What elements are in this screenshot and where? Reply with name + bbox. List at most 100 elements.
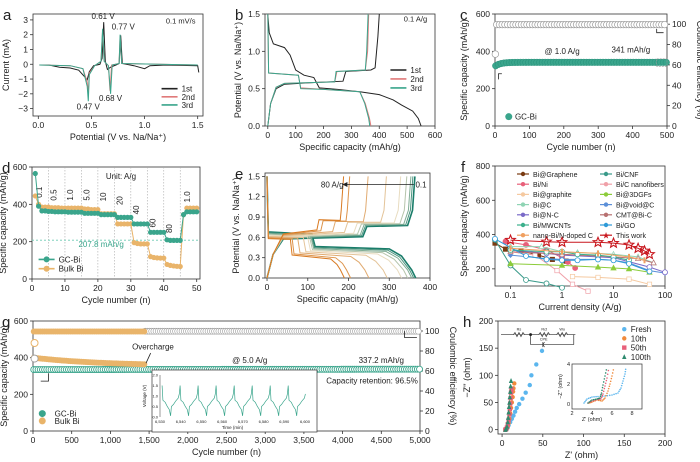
rate-label: 0.1 bbox=[35, 186, 44, 198]
legend-marker bbox=[520, 212, 526, 217]
legend-label: GC-Bi bbox=[59, 255, 81, 264]
circle-marker bbox=[514, 405, 519, 411]
circle-marker bbox=[610, 257, 617, 264]
circle-marker bbox=[534, 362, 539, 367]
rate-label: 10 bbox=[99, 192, 108, 201]
retention-annotation: Capacity retention: 96.5% bbox=[326, 376, 418, 385]
triangle-marker bbox=[506, 404, 512, 410]
y2-tick-label: 100 bbox=[425, 326, 439, 336]
circle-marker bbox=[523, 390, 528, 395]
panel-h: 0 50 100 150 200 0 50 100 150 200 Z' (ohm) −Z'' (oh… bbox=[462, 314, 672, 460]
x-axis-label: Specific capacity (mAh/g) bbox=[297, 294, 399, 304]
legend-label: CMT@Bi-C bbox=[616, 213, 652, 220]
triangle-marker bbox=[505, 415, 511, 420]
y-tick-label: 200 bbox=[476, 84, 490, 94]
inset-point bbox=[604, 397, 606, 399]
panel-d: 0 10 20 30 40 50 0 200 400 600 Cycle number (n) Spe… bbox=[0, 160, 202, 305]
legend-marker bbox=[38, 417, 46, 425]
y-tick-label: 800 bbox=[476, 161, 490, 171]
x-tick-label: 400 bbox=[626, 130, 640, 140]
charge-curve bbox=[266, 176, 408, 279]
x-tick-label: 0 bbox=[265, 130, 270, 140]
x-tick-label: 0 bbox=[265, 282, 270, 292]
circle-marker bbox=[511, 413, 516, 418]
inset-point bbox=[605, 394, 607, 397]
inset-x-tick-label: 6,540 bbox=[176, 419, 187, 424]
gcd-curve bbox=[267, 13, 422, 127]
legend-label: This work bbox=[616, 233, 646, 240]
inset-x-tick-label: 2 bbox=[570, 411, 573, 417]
circle-marker bbox=[520, 396, 525, 401]
triangle-marker bbox=[538, 243, 545, 249]
legend-label: 50th bbox=[631, 344, 647, 353]
literature-line bbox=[572, 276, 650, 285]
bar-marker bbox=[509, 245, 512, 252]
legend-marker bbox=[520, 171, 526, 177]
x-axis-label: Cycle number (n) bbox=[81, 295, 150, 305]
legend-label: Bi/Ni bbox=[533, 182, 548, 189]
rate-marker bbox=[194, 205, 200, 211]
x-tick-label: 300 bbox=[591, 130, 605, 140]
y-tick-label: 0.6 bbox=[248, 232, 260, 242]
legend-label: Bi@Graphene bbox=[533, 172, 578, 179]
y-tick-label: 600 bbox=[14, 316, 28, 326]
y-tick-label: 50 bbox=[484, 397, 494, 407]
overcharge-pointer bbox=[145, 352, 152, 364]
legend-marker bbox=[43, 265, 50, 272]
circle-marker bbox=[512, 381, 517, 386]
cv-curve-2nd bbox=[39, 30, 198, 94]
panel-f: 0.1 1 10 100 200 400 600 800 Current density (A/… bbox=[459, 159, 672, 312]
x-tick-label: 500 bbox=[400, 130, 414, 140]
inset-point bbox=[620, 384, 623, 387]
peak-annotation: 0.61 V bbox=[92, 12, 116, 21]
inset-point bbox=[602, 381, 605, 383]
inset-point bbox=[617, 392, 619, 394]
inset-point bbox=[613, 393, 615, 396]
y-axis-label: Current (mA) bbox=[1, 39, 11, 91]
inset-point bbox=[592, 398, 595, 401]
rate-label: 40 bbox=[132, 205, 141, 214]
rate-label: 20 bbox=[116, 196, 125, 205]
rate-label: 80 bbox=[165, 224, 174, 233]
rate-label: 1.0 bbox=[66, 189, 75, 201]
unit-label: Unit: A/g bbox=[106, 172, 136, 181]
inset-point bbox=[618, 390, 620, 393]
inset-point bbox=[607, 387, 610, 390]
inset-point bbox=[619, 388, 621, 391]
inset-point bbox=[621, 382, 624, 385]
inset-point bbox=[603, 378, 606, 380]
inset-point bbox=[605, 369, 608, 371]
inset-x-tick-label: 8 bbox=[630, 411, 633, 417]
x-tick-label: 600 bbox=[428, 130, 442, 140]
x-tick-label: 100 bbox=[522, 130, 536, 140]
square-marker bbox=[532, 252, 538, 258]
circle-marker bbox=[626, 260, 632, 267]
highlight-box bbox=[656, 58, 668, 67]
star-marker bbox=[607, 236, 620, 249]
inset-point bbox=[606, 394, 609, 397]
y-tick-label: 0.9 bbox=[248, 212, 260, 222]
inset-point bbox=[591, 396, 593, 398]
x-tick-label: 3,500 bbox=[293, 435, 315, 445]
square-marker bbox=[585, 288, 591, 294]
y-tick-label: 0.3 bbox=[248, 253, 260, 263]
legend-label: nano-Bi/N-doped C bbox=[533, 233, 593, 240]
inset-point bbox=[599, 399, 602, 402]
y-axis-label: −Z'' (ohm) bbox=[462, 357, 472, 397]
inset-point bbox=[591, 399, 593, 401]
plot-frame bbox=[494, 165, 666, 287]
y-axis-label: Specific capacity (mAh/g) bbox=[459, 175, 469, 277]
inset-point bbox=[588, 401, 591, 403]
x-tick-label: 50 bbox=[538, 438, 548, 448]
y2-tick-label: 20 bbox=[672, 101, 682, 111]
rate-label: 1.0 bbox=[183, 191, 192, 203]
panel-letter: e bbox=[235, 166, 243, 183]
inset-x-tick-label: 4 bbox=[590, 411, 593, 417]
inset-point bbox=[604, 385, 606, 387]
square-marker bbox=[502, 246, 509, 252]
inset-point bbox=[606, 392, 608, 395]
y-tick-label: 0.0 bbox=[248, 273, 260, 283]
rate-marker bbox=[177, 263, 183, 270]
y-tick-label: 0 bbox=[22, 274, 27, 284]
inset-point bbox=[603, 387, 606, 390]
